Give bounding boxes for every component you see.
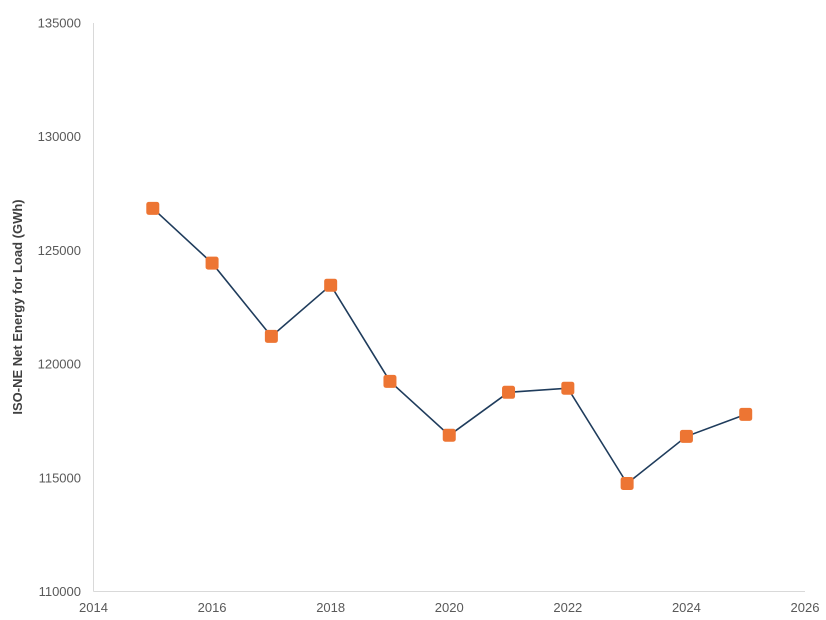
y-axis-title: ISO-NE Net Energy for Load (GWh) (10, 199, 25, 414)
data-point-marker (739, 407, 753, 421)
data-point-marker (679, 429, 693, 443)
y-tick-label: 120000 (38, 357, 81, 372)
data-point-marker (264, 329, 278, 343)
data-point-marker (561, 381, 575, 395)
x-axis-ticks: 2014 2016 2018 2020 2022 2024 2026 (79, 600, 819, 615)
y-tick-label: 110000 (39, 584, 81, 599)
data-point-marker (205, 256, 219, 270)
x-tick-label: 2020 (435, 600, 464, 615)
x-tick-label: 2026 (791, 600, 820, 615)
x-tick-label: 2014 (79, 600, 108, 615)
series-line (152, 207, 746, 485)
data-point-marker (442, 428, 456, 442)
data-point-marker (383, 374, 397, 388)
x-tick-label: 2016 (198, 600, 227, 615)
x-tick-label: 2018 (316, 600, 345, 615)
y-tick-label: 135000 (38, 16, 81, 31)
data-series (146, 201, 753, 490)
data-point-marker (324, 278, 338, 292)
y-axis-ticks: 110000 115000 120000 125000 130000 135000 (38, 16, 81, 600)
y-tick-label: 130000 (38, 129, 81, 144)
data-point-marker (620, 476, 634, 490)
x-tick-label: 2022 (553, 600, 582, 615)
data-point-marker (502, 385, 516, 399)
y-tick-label: 115000 (39, 470, 81, 485)
y-tick-label: 125000 (38, 243, 81, 258)
data-point-marker (146, 201, 160, 215)
x-tick-label: 2024 (672, 600, 701, 615)
y-axis-title-text: ISO-NE Net Energy for Load (GWh) (10, 199, 25, 414)
